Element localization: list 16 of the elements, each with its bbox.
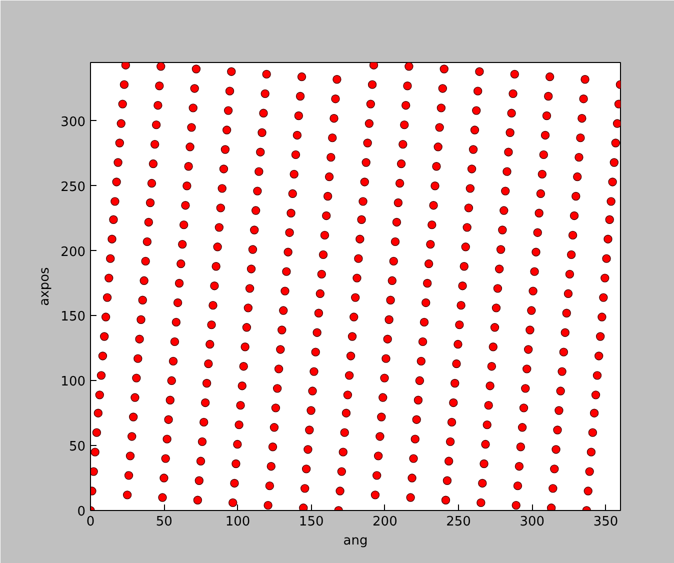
x-tick-label: 200 bbox=[372, 514, 398, 530]
x-tick-label: 50 bbox=[156, 514, 172, 530]
y-tick-label: 250 bbox=[60, 180, 86, 195]
x-axis-title: ang bbox=[343, 534, 368, 548]
x-tick-label: 300 bbox=[520, 514, 545, 530]
y-tick-label: 150 bbox=[60, 310, 86, 325]
y-axis-title: axpos bbox=[38, 266, 53, 306]
y-tick-label: 100 bbox=[60, 374, 86, 390]
y-tick-label: 50 bbox=[68, 440, 86, 455]
x-tick-label: 100 bbox=[225, 514, 250, 530]
x-tick-label: 350 bbox=[593, 514, 618, 530]
y-tick-label: 300 bbox=[60, 114, 86, 130]
y-tick-label: 200 bbox=[60, 244, 86, 260]
x-tick-label: 250 bbox=[446, 514, 471, 530]
x-tick-label: 150 bbox=[298, 514, 324, 530]
y-tick-label: 0 bbox=[77, 504, 86, 520]
